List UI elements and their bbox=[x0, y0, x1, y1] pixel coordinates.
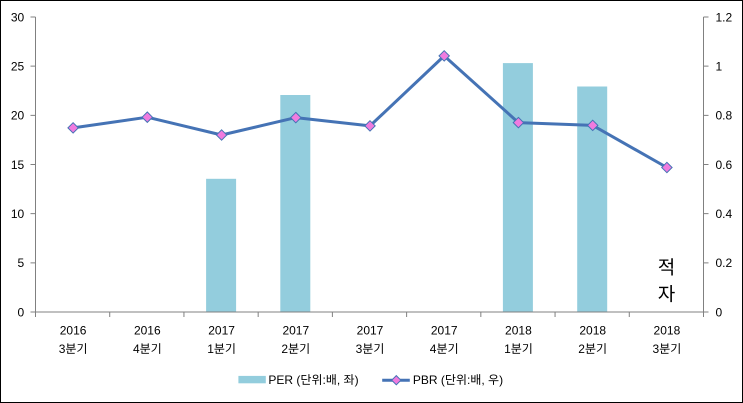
svg-text:2: 2 bbox=[281, 342, 288, 356]
svg-text:PBR (: PBR ( bbox=[413, 373, 445, 387]
svg-text::: : bbox=[323, 373, 326, 387]
svg-text:1: 1 bbox=[716, 60, 723, 74]
svg-text::: : bbox=[467, 373, 470, 387]
svg-text:0.4: 0.4 bbox=[716, 207, 733, 221]
svg-text:1.2: 1.2 bbox=[716, 10, 733, 24]
svg-text:): ) bbox=[499, 373, 503, 387]
svg-text:2018: 2018 bbox=[654, 324, 681, 338]
svg-text:,: , bbox=[481, 373, 488, 387]
svg-text:0.8: 0.8 bbox=[716, 109, 733, 123]
svg-text:5: 5 bbox=[18, 256, 25, 270]
svg-text:,: , bbox=[337, 373, 344, 387]
svg-text:2017: 2017 bbox=[431, 324, 458, 338]
svg-text:2018: 2018 bbox=[579, 324, 606, 338]
svg-text:2017: 2017 bbox=[357, 324, 384, 338]
svg-text:0.2: 0.2 bbox=[716, 256, 733, 270]
svg-text:0: 0 bbox=[716, 305, 723, 319]
svg-text:0: 0 bbox=[18, 305, 25, 319]
svg-text:3: 3 bbox=[59, 342, 66, 356]
svg-text:2017: 2017 bbox=[208, 324, 235, 338]
svg-text:20: 20 bbox=[11, 109, 25, 123]
svg-text:1: 1 bbox=[504, 342, 511, 356]
svg-text:2016: 2016 bbox=[60, 324, 87, 338]
svg-text:3: 3 bbox=[356, 342, 363, 356]
svg-text:30: 30 bbox=[11, 10, 25, 24]
svg-text:3: 3 bbox=[653, 342, 660, 356]
svg-text:1: 1 bbox=[207, 342, 214, 356]
svg-text:PER (: PER ( bbox=[268, 373, 300, 387]
svg-text:10: 10 bbox=[11, 207, 25, 221]
svg-text:0.6: 0.6 bbox=[716, 158, 733, 172]
svg-text:15: 15 bbox=[11, 158, 25, 172]
svg-text:2016: 2016 bbox=[134, 324, 161, 338]
svg-text:2017: 2017 bbox=[282, 324, 309, 338]
svg-text:2: 2 bbox=[578, 342, 585, 356]
svg-text:4: 4 bbox=[133, 342, 140, 356]
svg-text:): ) bbox=[355, 373, 359, 387]
svg-text:25: 25 bbox=[11, 60, 25, 74]
svg-text:2018: 2018 bbox=[505, 324, 532, 338]
svg-text:4: 4 bbox=[430, 342, 437, 356]
